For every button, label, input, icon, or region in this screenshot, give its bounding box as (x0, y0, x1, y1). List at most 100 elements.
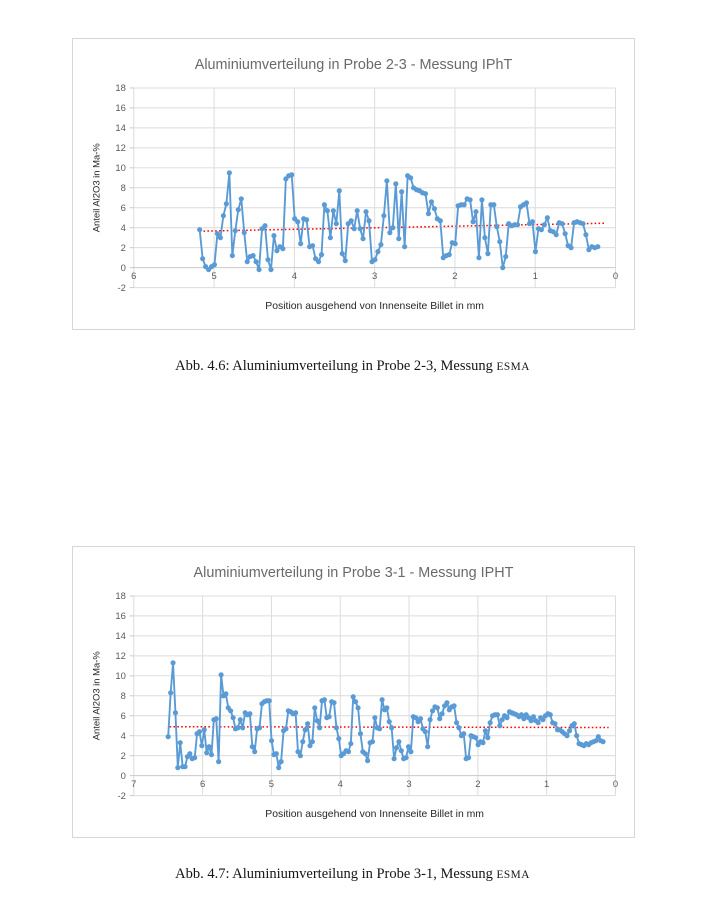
data-point (504, 715, 510, 721)
data-point (336, 736, 342, 742)
data-point (427, 717, 433, 723)
y-axis-tick-label: 10 (115, 670, 125, 681)
data-point (249, 744, 255, 750)
data-point (467, 197, 473, 203)
data-point (196, 729, 203, 735)
data-point (439, 711, 445, 717)
data-point (521, 716, 527, 722)
x-axis-tick-label: 5 (211, 270, 216, 281)
data-point (391, 756, 397, 762)
data-point (342, 258, 348, 264)
data-point (444, 700, 450, 706)
data-point (461, 202, 467, 208)
data-point (393, 745, 400, 751)
data-point (402, 244, 408, 250)
data-point (390, 225, 396, 231)
data-point (321, 202, 327, 208)
data-point (214, 231, 221, 237)
x-axis-tick-label: 3 (406, 778, 411, 789)
data-point (523, 200, 530, 206)
data-point (446, 252, 452, 258)
data-point (235, 725, 241, 731)
data-point (437, 716, 443, 722)
data-point (566, 728, 573, 734)
data-point (372, 257, 378, 263)
data-point (564, 733, 570, 739)
figure-caption-abb-4-7: Abb. 4.7: Aluminiumverteilung in Probe 3… (0, 866, 705, 883)
data-point (182, 764, 188, 770)
y-axis-tick-label: 4 (121, 730, 126, 741)
data-point (434, 705, 440, 711)
y-axis-tick-label: 8 (121, 182, 126, 193)
data-point (265, 257, 271, 263)
data-point (497, 239, 503, 245)
data-point (470, 219, 476, 225)
data-point (422, 191, 429, 197)
data-point (482, 235, 488, 241)
data-point (408, 749, 414, 755)
y-axis-tick-label: 10 (115, 162, 125, 173)
data-point (461, 731, 467, 737)
data-point (201, 727, 207, 733)
data-point (479, 197, 485, 203)
data-point (429, 708, 436, 714)
data-point (384, 178, 390, 184)
data-point (378, 242, 384, 248)
data-point (317, 725, 323, 731)
y-axis-tick-label: 8 (121, 690, 126, 701)
data-point (310, 243, 316, 249)
y-axis-tick-label: 0 (121, 770, 126, 781)
y-axis-tick-label: 0 (121, 262, 126, 273)
data-point (206, 744, 212, 750)
data-point (331, 700, 337, 706)
data-point (425, 744, 431, 750)
data-point (540, 717, 546, 723)
x-axis-tick-label: 4 (338, 778, 343, 789)
data-point (354, 208, 360, 214)
data-point (297, 753, 303, 759)
y-axis-title: Anteil Al2O3 in Ma-% (91, 651, 102, 741)
data-point (456, 725, 462, 731)
x-axis-tick-label: 1 (533, 270, 538, 281)
data-point (398, 748, 404, 754)
data-point (482, 728, 488, 734)
data-point (547, 712, 553, 718)
data-point (503, 254, 509, 260)
data-point (487, 720, 493, 726)
data-point (422, 729, 428, 735)
data-point (386, 719, 392, 725)
data-point (485, 251, 491, 257)
data-point (473, 209, 479, 215)
data-point (425, 211, 432, 217)
data-point (170, 660, 176, 666)
data-point (216, 759, 222, 765)
data-point (348, 218, 354, 224)
figure-caption-abb-4-6: Abb. 4.6: Aluminiumverteilung in Probe 2… (0, 358, 705, 375)
data-point (235, 207, 241, 213)
data-point (226, 170, 232, 176)
x-axis-tick-label: 0 (613, 270, 618, 281)
data-point (348, 741, 354, 747)
data-point (595, 244, 601, 250)
data-point (213, 716, 219, 722)
data-point (228, 708, 234, 714)
data-point (223, 691, 229, 697)
data-point (485, 735, 491, 741)
data-point (408, 175, 414, 181)
y-axis-tick-label: 16 (115, 610, 125, 621)
data-point (302, 727, 308, 733)
data-point (499, 717, 505, 723)
data-point (552, 721, 558, 727)
data-point (476, 255, 482, 261)
data-point (369, 739, 376, 745)
data-point (494, 712, 500, 718)
data-point (327, 235, 333, 241)
data-point (241, 230, 247, 236)
data-point (305, 721, 311, 727)
data-point (428, 199, 435, 205)
data-point (530, 714, 537, 720)
data-point (240, 725, 246, 731)
data-point (593, 738, 599, 744)
